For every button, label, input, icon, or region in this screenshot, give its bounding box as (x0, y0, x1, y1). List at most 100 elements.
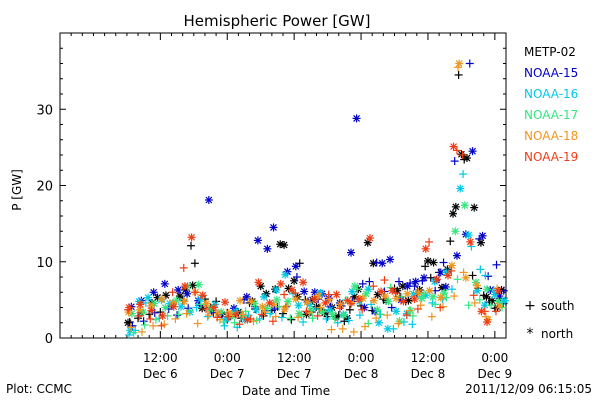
south-plus-point (394, 277, 403, 286)
south-plus-point (470, 298, 479, 307)
star-stroke (461, 201, 469, 209)
north-star-point (339, 311, 348, 320)
north-star-point (423, 256, 432, 265)
x-tick-time-label: 0:00 (214, 351, 241, 365)
star-stroke (199, 291, 207, 299)
south-plus-point (299, 317, 308, 326)
south-plus-point (335, 304, 344, 313)
north-star-point (495, 301, 504, 310)
north-star-point (343, 296, 352, 305)
north-star-point (258, 302, 267, 311)
x-tick-time-label: 12:00 (277, 351, 312, 365)
south-plus-point (220, 321, 229, 330)
star-stroke (433, 275, 441, 283)
star-stroke (347, 249, 355, 257)
north-star-point (332, 290, 341, 299)
star-stroke (295, 301, 303, 309)
south-plus-point (446, 237, 455, 246)
star-stroke (403, 282, 411, 290)
star-stroke (403, 290, 411, 298)
south-plus-point (271, 312, 280, 321)
star-stroke (150, 288, 158, 296)
plus-marker-key-symbol: + (524, 298, 536, 314)
north-star-point (420, 273, 429, 282)
south-plus-point (193, 319, 202, 328)
star-stroke (444, 272, 452, 279)
south-plus-point (266, 309, 275, 318)
north-star-point (500, 296, 509, 305)
north-star-point (209, 303, 218, 312)
star-stroke (373, 306, 381, 314)
north-star-point (457, 150, 466, 159)
star-stroke (473, 281, 481, 289)
north-star-point (411, 277, 420, 286)
star-stroke (210, 304, 218, 311)
south-plus-point (458, 151, 467, 159)
north-star-point (204, 195, 213, 204)
north-star-point (183, 289, 192, 298)
north-star-point (347, 248, 356, 257)
north-star-point (399, 297, 408, 306)
north-star-point (386, 255, 395, 264)
north-star-point (125, 303, 134, 312)
north-star-point (290, 276, 299, 285)
north-star-point (169, 302, 178, 311)
star-stroke (451, 227, 459, 235)
star-stroke (449, 210, 457, 218)
star-stroke (272, 286, 280, 294)
star-stroke (473, 287, 481, 295)
north-star-point (254, 278, 263, 287)
x-tick-date-label: Dec 7 (277, 367, 312, 381)
south-plus-point (151, 315, 160, 324)
star-stroke (479, 232, 487, 240)
south-plus-point (171, 314, 180, 323)
north-star-point (269, 223, 278, 232)
south-plus-point (372, 314, 381, 323)
south-plus-point (302, 307, 311, 316)
north-star-point (461, 273, 470, 282)
star-stroke (255, 278, 262, 286)
north-star-point (158, 295, 167, 304)
star-stroke (243, 316, 251, 324)
star-stroke (455, 60, 463, 67)
south-plus-point (491, 307, 500, 316)
star-stroke (426, 287, 434, 295)
star-stroke (292, 262, 300, 270)
star-stroke (369, 259, 377, 267)
star-stroke (429, 293, 437, 301)
north-star-point (295, 309, 304, 318)
south-plus-point (190, 259, 199, 268)
north-star-point (321, 298, 330, 307)
north-star-point (451, 202, 460, 211)
star-stroke (399, 297, 407, 305)
star-stroke (452, 203, 460, 211)
star-stroke (386, 256, 394, 263)
star-stroke (183, 290, 191, 298)
north-star-point (478, 231, 487, 240)
north-star-point (263, 244, 272, 253)
star-stroke (370, 297, 378, 305)
marker-key-label: south (541, 299, 575, 313)
north-star-point (488, 296, 497, 305)
south-plus-point (413, 305, 422, 314)
star-stroke (483, 285, 491, 293)
star-stroke (273, 296, 281, 304)
north-star-point (421, 244, 430, 253)
star-stroke (477, 239, 485, 247)
north-star-point (451, 227, 460, 236)
star-marker-key-symbol: * (527, 326, 534, 342)
star-stroke (495, 302, 503, 310)
north-star-point (460, 201, 469, 210)
south-plus-point (203, 312, 212, 321)
north-star-point (410, 295, 419, 304)
star-stroke (292, 295, 300, 303)
star-stroke (448, 262, 456, 269)
south-plus-point (146, 314, 155, 323)
marker-key-label: north (541, 327, 573, 341)
legend: METP-02 NOAA-15 NOAA-16 NOAA-17 NOAA-18 NOAA-… (524, 45, 578, 342)
north-star-point (476, 238, 485, 247)
north-star-point (483, 285, 492, 294)
north-star-point (149, 288, 158, 297)
north-star-point (378, 259, 387, 268)
north-star-point (281, 270, 290, 279)
